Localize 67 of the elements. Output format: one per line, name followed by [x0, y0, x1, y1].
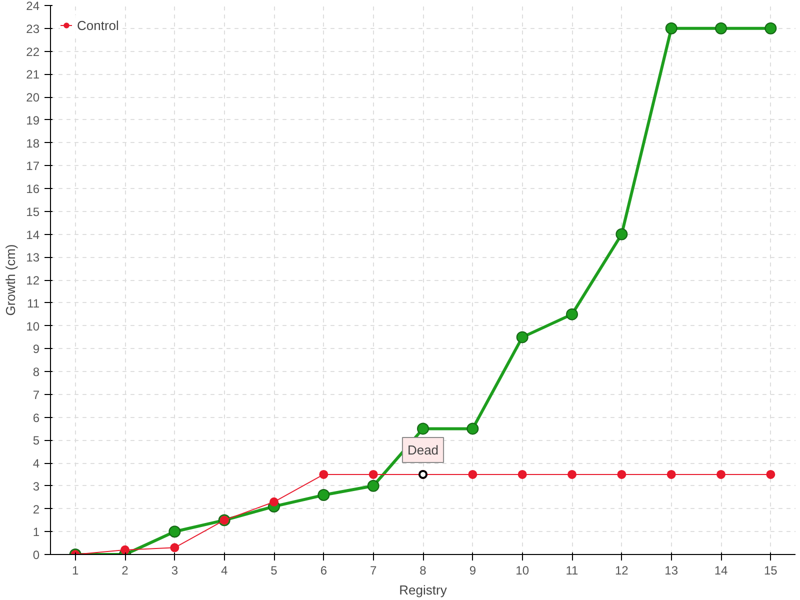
- y-tick-label: 9: [32, 342, 40, 356]
- point: [466, 422, 479, 435]
- point: [168, 526, 181, 538]
- point: [666, 470, 676, 479]
- y-tick-label: 20: [26, 90, 40, 104]
- y-tick-label: 23: [26, 22, 40, 36]
- x-tick-label: 7: [370, 564, 377, 578]
- y-tick-label: 4: [32, 456, 40, 470]
- y-tick-label: 13: [26, 250, 40, 265]
- y-tick-label: 5: [32, 434, 40, 448]
- y-tick-label: 0: [32, 548, 40, 562]
- y-tick-label: 22: [26, 44, 40, 59]
- x-tick-label: 13: [664, 564, 678, 578]
- x-tick-label: 9: [469, 564, 476, 578]
- x-axis-title: Registry: [399, 582, 448, 598]
- x-tick-label: 1: [72, 564, 79, 578]
- x-tick-label: 4: [220, 564, 228, 578]
- y-tick-label: 6: [32, 410, 40, 425]
- y-tick-label: 14: [26, 228, 40, 242]
- y-tick-label: 17: [26, 159, 40, 174]
- legend-label: Control: [77, 18, 119, 32]
- point: [170, 543, 180, 552]
- point: [417, 422, 429, 435]
- y-tick-label: 3: [32, 479, 40, 494]
- point: [516, 331, 528, 344]
- point: [617, 470, 626, 479]
- x-tick-label: 8: [420, 564, 427, 578]
- y-tick-label: 8: [32, 365, 40, 379]
- point: [616, 228, 628, 240]
- point: [716, 470, 726, 479]
- point: [468, 470, 478, 479]
- point: [764, 22, 777, 34]
- point: [318, 489, 330, 502]
- point: [270, 497, 278, 506]
- y-tick-label: 21: [26, 68, 40, 82]
- point: [665, 22, 678, 34]
- x-tick-label: 15: [764, 564, 778, 578]
- y-tick-label: 11: [27, 296, 40, 310]
- x-tick-label: 6: [320, 564, 328, 578]
- x-tick-label: 10: [516, 564, 530, 578]
- annotation: Dead: [407, 442, 439, 458]
- x-tick-label: 11: [566, 564, 579, 578]
- x-tick-label: 12: [614, 564, 629, 578]
- y-axis-title: Growth (cm): [3, 244, 18, 316]
- point: [319, 470, 328, 479]
- y-tick-label: 18: [26, 136, 40, 150]
- point: [568, 470, 576, 479]
- point: [518, 470, 527, 479]
- point: [766, 470, 776, 479]
- y-tick-label: 10: [26, 319, 40, 334]
- x-tick-label: 2: [122, 564, 129, 578]
- x-tick-label: 14: [714, 564, 728, 578]
- point: [566, 308, 578, 320]
- y-tick-label: 16: [26, 182, 40, 196]
- y-tick-label: 15: [26, 204, 40, 219]
- x-tick-label: 5: [270, 564, 278, 578]
- point: [120, 545, 130, 554]
- y-tick-label: 24: [26, 0, 40, 13]
- point: [368, 470, 378, 479]
- y-tick-label: 1: [32, 525, 40, 540]
- y-tick-label: 2: [32, 502, 40, 516]
- x-tick-label: 3: [171, 564, 178, 578]
- y-tick-label: 7: [32, 388, 40, 402]
- y-tick-label: 12: [26, 274, 40, 288]
- y-tick-label: 19: [26, 113, 40, 128]
- point: [367, 480, 380, 492]
- point: [715, 22, 727, 34]
